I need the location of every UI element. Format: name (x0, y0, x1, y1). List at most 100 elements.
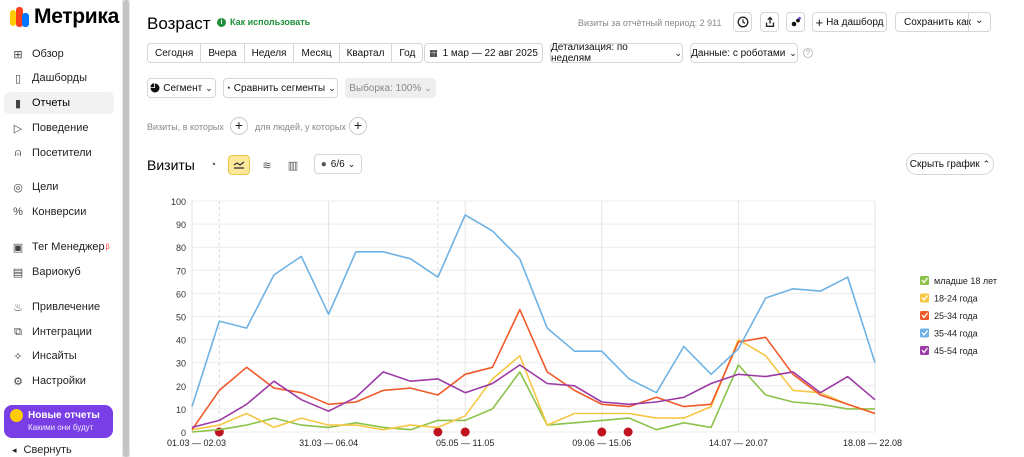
date-range-label: 1 мар — 22 авг 2025 (443, 48, 538, 59)
collapse-sidebar-button[interactable]: ◂ Свернуть (12, 444, 72, 456)
period-button-4[interactable]: Квартал (340, 44, 393, 62)
history-button[interactable] (733, 12, 752, 32)
sidebar-item-label: Обзор (32, 48, 64, 60)
legend-swatch[interactable] (920, 311, 929, 320)
legend-swatch[interactable] (920, 329, 929, 338)
help-icon[interactable]: ? (803, 48, 813, 58)
x-tick-label: 31.03 — 06.04 (299, 438, 358, 448)
info-icon: i (217, 18, 226, 27)
period-button-2[interactable]: Неделя (245, 44, 295, 62)
y-tick-label: 100 (171, 197, 186, 207)
sidebar-item-8[interactable]: ▤ Вариокуб (4, 261, 114, 283)
sidebar-item-10[interactable]: ⧉ Интеграции (4, 321, 114, 343)
compare-segments-button[interactable]: ◔ Сравнить сегменты ⌄ (223, 78, 338, 98)
legend-label: младше 18 лет (934, 276, 997, 286)
sidebar-item-5[interactable]: ◎ Цели (4, 176, 114, 198)
bar-chart-type-icon[interactable]: ▥ (282, 155, 304, 175)
page-title: Возраст (147, 14, 211, 34)
cube-icon: ▤ (12, 266, 24, 278)
sidebar-item-11[interactable]: ✧ Инсайты (4, 345, 114, 367)
percent-icon: % (12, 206, 24, 218)
save-as-button[interactable]: Сохранить как ⌄ (895, 12, 991, 32)
x-tick-label: 18.08 — 22.08 (843, 438, 902, 448)
visits-line-chart[interactable]: 0 10 20 30 40 50 60 70 80 90 100 01.03 — 02.03 31.03… (130, 187, 1024, 457)
hide-chart-button[interactable]: Скрыть график ⌃ (906, 153, 994, 175)
y-tick-label: 80 (176, 243, 186, 253)
legend-label: 35-44 года (934, 329, 978, 339)
sidebar-item-label: Поведение (32, 122, 89, 134)
chevron-down-icon: ⌄ (674, 48, 682, 59)
sidebar-item-label: Инсайты (32, 350, 77, 362)
fire-icon: ♨ (12, 301, 24, 313)
date-range-picker[interactable]: ▦ 1 мар — 22 авг 2025 (424, 43, 543, 63)
sidebar-item-9[interactable]: ♨ Привлечение (4, 296, 114, 318)
x-tick-label: 14.07 — 20.07 (709, 438, 768, 448)
series-line-3 (192, 215, 875, 407)
sidebar-item-4[interactable]: ⍝ Посетители (4, 142, 114, 164)
howto-label: Как использовать (230, 17, 310, 27)
compare-icon: ◔ (225, 83, 230, 93)
y-tick-label: 50 (176, 313, 186, 323)
sidebar-item-12[interactable]: ⚙ Настройки (4, 370, 114, 392)
series-selector[interactable]: ● 6/6 ⌄ (314, 154, 362, 174)
sidebar-item-2[interactable]: ▮ Отчеты (4, 92, 114, 114)
sidebar-item-1[interactable]: ▯ Дашборды (4, 67, 114, 89)
new-reports-promo[interactable]: Новые отчеты Какими они будут (4, 405, 113, 438)
sparkle-icon: ✧ (12, 350, 24, 362)
area-chart-type-icon[interactable]: ≋ (256, 155, 278, 175)
chevron-up-icon: ⌃ (983, 159, 991, 170)
ai-assistant-button[interactable] (786, 12, 805, 32)
scrollbar-thumb[interactable] (123, 0, 129, 457)
line-chart-type-icon[interactable] (228, 155, 250, 175)
period-button-1[interactable]: Вчера (201, 44, 244, 62)
add-to-dashboard-button[interactable]: + На дашборд (812, 12, 887, 32)
legend-label: 18-24 года (934, 294, 978, 304)
annotation-marker (461, 428, 470, 437)
period-button-5[interactable]: Год (392, 44, 422, 62)
y-tick-label: 20 (176, 382, 186, 392)
segment-button[interactable]: Сегмент ⌄ (147, 78, 216, 98)
pie-chart-type-icon[interactable]: ◔ (202, 155, 224, 175)
legend-label: 45-54 года (934, 346, 978, 356)
segment-label: Сегмент (163, 83, 202, 94)
clock-icon (737, 16, 749, 28)
legend-swatch[interactable] (920, 346, 929, 355)
sidebar-item-label: Посетители (32, 147, 92, 159)
add-visit-filter-button[interactable]: + (230, 117, 248, 135)
data-robots-dropdown[interactable]: Данные: с роботами ⌄ (690, 43, 798, 63)
chevron-left-icon: ◂ (12, 445, 17, 455)
sidebar-item-0[interactable]: ⊞ Обзор (4, 43, 114, 65)
chevron-down-icon[interactable]: ⌄ (975, 15, 983, 26)
collapse-label: Свернуть (24, 444, 72, 456)
annotation-marker (433, 428, 442, 437)
y-tick-label: 60 (176, 289, 186, 299)
person-icon: ⍝ (12, 147, 24, 159)
period-button-0[interactable]: Сегодня (148, 44, 201, 62)
people-filter-label: для людей, у которых (255, 122, 346, 132)
howto-link[interactable]: i Как использовать (217, 17, 310, 27)
legend-swatch[interactable] (920, 276, 929, 285)
legend-swatch[interactable] (920, 294, 929, 303)
calendar-icon: ▦ (429, 48, 437, 59)
detail-dropdown[interactable]: Детализация: по неделям ⌄ (550, 43, 683, 63)
beta-badge: β (106, 244, 110, 251)
legend-label: 25-34 года (934, 311, 978, 321)
export-button[interactable] (760, 12, 779, 32)
logo-text: Метрика (34, 5, 119, 29)
logo[interactable]: Метрика (8, 5, 119, 29)
grid-icon: ⊞ (12, 48, 24, 60)
puzzle-icon: ⧉ (12, 326, 24, 338)
sidebar-item-7[interactable]: ▣ Тег Менеджер β (4, 236, 114, 258)
sidebar-item-3[interactable]: ▷ Поведение (4, 117, 114, 139)
add-dashboard-label: На дашборд (826, 17, 883, 28)
chart-title: Визиты (147, 157, 195, 173)
hide-chart-label: Скрыть график (910, 159, 980, 170)
compare-label: Сравнить сегменты (234, 83, 325, 94)
add-people-filter-button[interactable]: + (349, 117, 367, 135)
plus-icon: + (815, 15, 823, 30)
sample-dropdown[interactable]: Выборка: 100% ⌄ (345, 78, 436, 98)
sidebar-scrollbar[interactable] (122, 0, 130, 457)
series-line-2 (192, 310, 875, 430)
sidebar-item-6[interactable]: % Конверсии (4, 201, 114, 223)
period-button-3[interactable]: Месяц (294, 44, 339, 62)
